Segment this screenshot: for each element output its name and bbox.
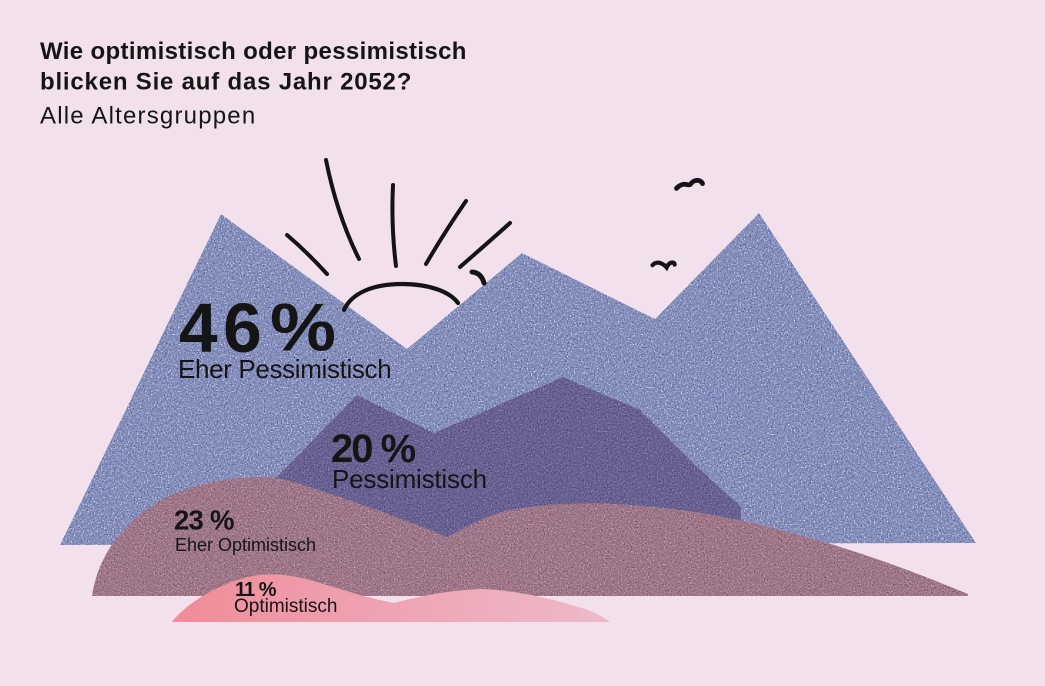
svg-text:Alle Altersgruppen: Alle Altersgruppen [40, 103, 256, 130]
svg-text:Eher Pessimistisch: Eher Pessimistisch [178, 354, 391, 384]
svg-text:blicken Sie auf das Jahr 2052?: blicken Sie auf das Jahr 2052? [40, 69, 412, 96]
svg-text:23 %: 23 % [174, 505, 234, 536]
svg-text:Pessimistisch: Pessimistisch [332, 464, 487, 494]
svg-text:11 %: 11 % [235, 579, 277, 601]
svg-text:Wie optimistisch oder pessimis: Wie optimistisch oder pessimistisch [40, 38, 467, 65]
svg-text:%: % [270, 291, 336, 366]
svg-text:46: 46 [179, 289, 267, 367]
svg-text:Optimistisch: Optimistisch [234, 596, 337, 617]
svg-text:20 %: 20 % [331, 427, 416, 471]
svg-text:Eher Optimistisch: Eher Optimistisch [175, 535, 316, 555]
